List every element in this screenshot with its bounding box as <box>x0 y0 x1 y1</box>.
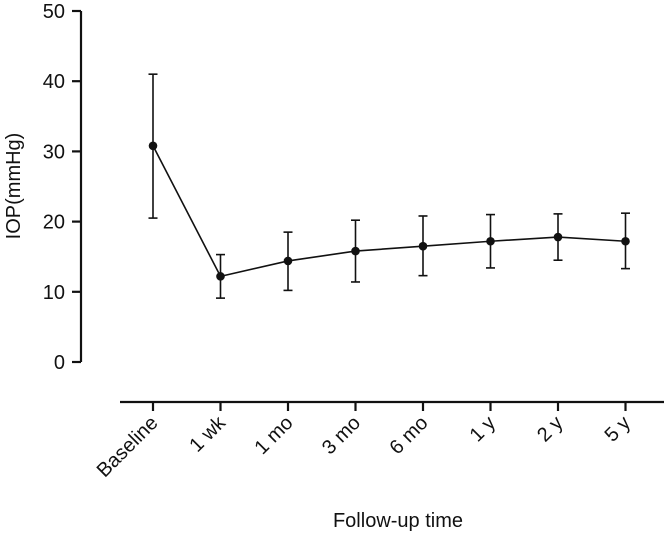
x-tick-label: 3 mo <box>318 412 365 459</box>
x-tick-label: 1 mo <box>251 412 298 459</box>
data-point <box>486 236 495 246</box>
y-tick-label: 10 <box>43 282 65 304</box>
data-point <box>148 141 158 151</box>
series-group <box>148 73 630 299</box>
y-axis-title: IOP(mmHg) <box>3 133 25 240</box>
y-tick-label: 20 <box>43 212 65 234</box>
data-point <box>418 241 428 251</box>
x-tick-label: 5 y <box>601 412 635 446</box>
data-point <box>351 246 360 256</box>
data-point <box>216 272 225 281</box>
x-tick-label: 1 y <box>466 412 500 446</box>
x-axis: Baseline 1 wk 1 mo 3 mo 6 mo 1 y 2 y 5 y <box>93 400 664 482</box>
y-tick-label: 0 <box>54 352 65 374</box>
y-tick-label: 30 <box>43 141 65 163</box>
y-axis: 0 10 20 30 40 50 <box>43 1 83 374</box>
data-point <box>553 232 563 242</box>
x-tick-label: 2 y <box>533 412 567 446</box>
data-point <box>283 256 293 266</box>
series-line <box>152 145 626 278</box>
x-tick-label: Baseline <box>93 412 163 482</box>
data-point <box>621 236 630 246</box>
y-tick-label: 50 <box>43 1 65 23</box>
y-tick-label: 40 <box>43 71 65 93</box>
x-axis-title: Follow-up time <box>333 510 463 532</box>
x-tick-label: 6 mo <box>386 412 433 459</box>
x-tick-label: 1 wk <box>185 411 230 456</box>
